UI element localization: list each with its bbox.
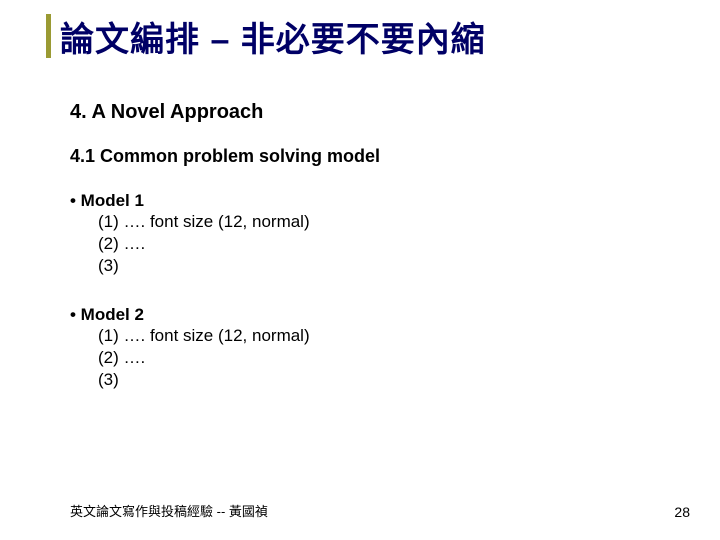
bullet-block-1: • Model 1 (1) …. font size (12, normal) … [70,191,680,277]
bullet-line: (2) …. [70,233,680,255]
bullet-line: (1) …. font size (12, normal) [70,211,680,233]
bullet-line: (3) [70,255,680,277]
bullet-head: • Model 2 [70,305,680,325]
section-heading: 4. A Novel Approach [70,101,680,124]
page-number: 28 [674,504,690,520]
bullet-line: (1) …. font size (12, normal) [70,325,680,347]
subsection-heading: 4.1 Common problem solving model [70,146,680,167]
bullet-line: (2) …. [70,347,680,369]
content-area: 4. A Novel Approach 4.1 Common problem s… [40,101,680,392]
bullet-block-2: • Model 2 (1) …. font size (12, normal) … [70,305,680,391]
bullet-label: • Model 2 [70,305,144,324]
bullet-line: (3) [70,369,680,391]
title-accent-bar [46,14,51,58]
footer-text: 英文論文寫作與投稿經驗 -- 黃國禎 [70,501,268,520]
slide-title: 論文編排 – 非必要不要內縮 [60,12,680,61]
bullet-head: • Model 1 [70,191,680,211]
slide-title-wrap: 論文編排 – 非必要不要內縮 [40,12,680,61]
bullet-label: • Model 1 [70,191,144,210]
